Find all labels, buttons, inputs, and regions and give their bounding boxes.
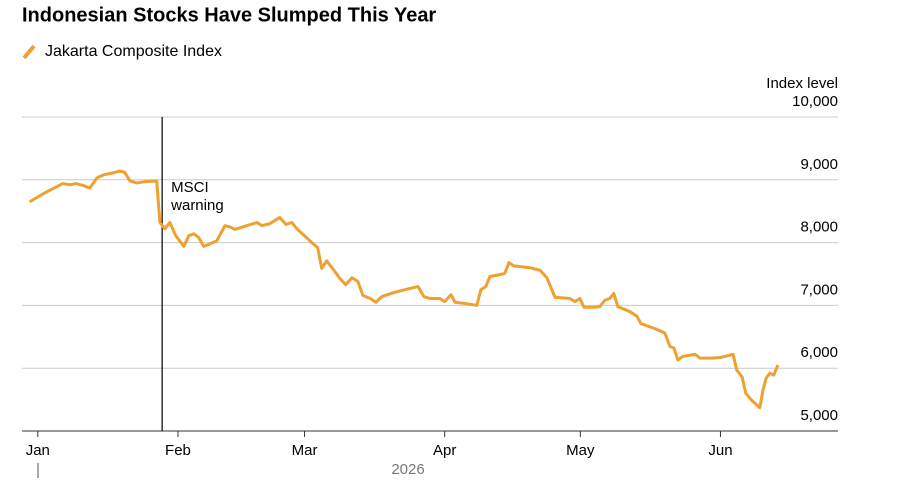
x-axis-label: 2026 (391, 461, 424, 478)
x-tick-label: Mar (292, 442, 318, 459)
annotation: MSCI warning (171, 179, 224, 214)
y-tick-label: 8,000 (800, 219, 838, 236)
legend-label: Jakarta Composite Index (45, 43, 222, 60)
x-tick-label: Jan (26, 442, 50, 459)
y-tick-label: 7,000 (800, 281, 838, 298)
series-line (28, 169, 780, 410)
y-tick-label: 5,000 (800, 407, 838, 424)
y-tick-label: 9,000 (800, 156, 838, 173)
legend-swatch (22, 44, 36, 60)
y-tick-label: 10,000 (792, 93, 838, 110)
x-tick-label: Jun (708, 442, 732, 459)
x-tick-label: May (566, 442, 595, 459)
x-tick-label: Apr (433, 442, 456, 459)
y-axis-label: Index level (766, 75, 838, 92)
chart-title: Indonesian Stocks Have Slumped This Year (22, 4, 436, 26)
x-tick-label: Feb (165, 442, 191, 459)
y-tick-label: 6,000 (800, 344, 838, 361)
